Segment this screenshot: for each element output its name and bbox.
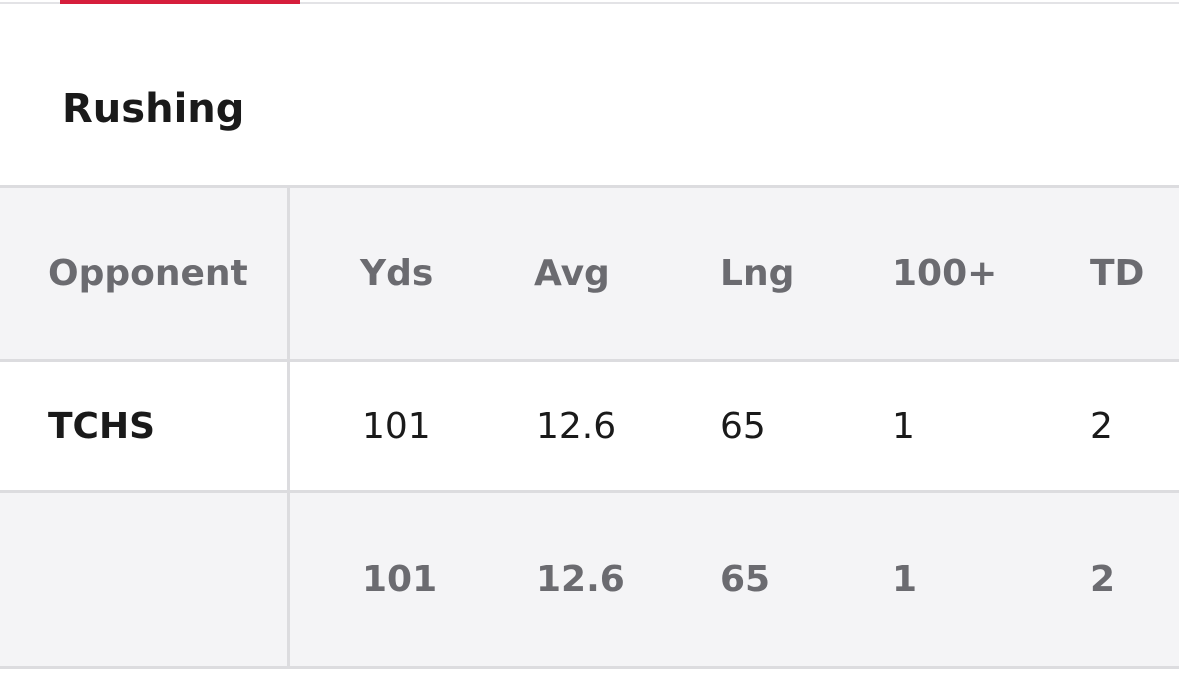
- lng-cell: 65: [720, 405, 766, 447]
- rushing-stats-table: Opponent Yds Avg Lng 100+ TD TCHS 101 12…: [0, 185, 1179, 669]
- totals-lng-cell: 65: [720, 559, 771, 600]
- column-divider: [287, 493, 290, 666]
- td-cell: 2: [1090, 405, 1113, 447]
- table-header-row: Opponent Yds Avg Lng 100+ TD: [0, 185, 1179, 362]
- totals-yds-cell: 101: [362, 559, 438, 600]
- section-title: Rushing: [62, 86, 245, 132]
- top-divider: [0, 2, 1179, 4]
- avg-cell: 12.6: [536, 405, 617, 447]
- column-divider: [287, 362, 290, 490]
- table-row: TCHS 101 12.6 65 1 2: [0, 362, 1179, 493]
- column-header-lng[interactable]: Lng: [720, 253, 795, 294]
- column-divider: [287, 188, 290, 359]
- column-header-yds[interactable]: Yds: [360, 253, 434, 294]
- totals-avg-cell: 12.6: [536, 559, 625, 600]
- totals-hundred-plus-cell: 1: [892, 559, 918, 600]
- column-header-td[interactable]: TD: [1090, 253, 1145, 294]
- totals-td-cell: 2: [1090, 559, 1116, 600]
- hundred-plus-cell: 1: [892, 405, 915, 447]
- column-header-avg[interactable]: Avg: [534, 253, 610, 294]
- column-header-opponent[interactable]: Opponent: [48, 253, 248, 294]
- yds-cell: 101: [362, 405, 431, 447]
- column-header-100-plus[interactable]: 100+: [892, 253, 998, 294]
- active-tab-indicator: [60, 0, 300, 4]
- opponent-cell[interactable]: TCHS: [48, 405, 156, 447]
- totals-row: 101 12.6 65 1 2: [0, 493, 1179, 669]
